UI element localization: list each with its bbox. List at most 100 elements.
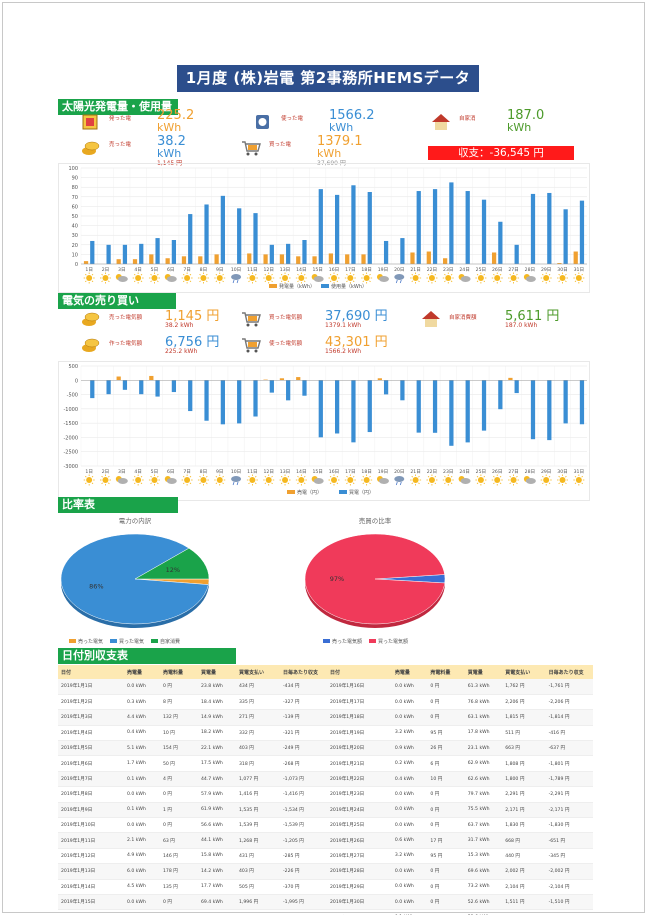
table-row: 2019年1月29日 0.0 kWh 0 円 73.2 kWh 2,104 円 -2,10… [327, 879, 593, 895]
table-row: 2019年1月17日 0.0 kWh 0 円 76.8 kWh 2,206 円 -2,20… [327, 694, 593, 711]
table-cell: 10 円 [427, 771, 465, 788]
y-tick-label: 20 [72, 243, 78, 249]
cloud-icon [115, 274, 128, 282]
x-tick-label: 25日 [476, 469, 486, 475]
table-cell: 178 円 [160, 863, 198, 880]
table-cell: 3 円 [427, 909, 465, 915]
table-row: 2019年1月8日 0.0 kWh 0 円 57.9 kWh 1,416 円 -1,416… [58, 786, 328, 803]
y-tick-label: -2500 [63, 450, 78, 456]
table-cell: 4 円 [160, 771, 198, 788]
table-cell: 0.0 kWh [391, 894, 428, 911]
x-tick-label: 13日 [280, 469, 290, 475]
sun-icon [197, 474, 209, 486]
y-tick-label: -3000 [63, 464, 78, 470]
table-cell: 2019年1月25日 [327, 817, 392, 834]
table-cell: 0.1 kWh [124, 802, 160, 819]
x-tick-label: 6日 [167, 469, 175, 475]
table-cell: 2.1 kWh [124, 832, 160, 849]
x-tick-label: 22日 [427, 469, 437, 475]
x-tick-label: 19日 [378, 469, 388, 475]
table-cell: 0.6 kWh [391, 832, 428, 849]
column-header: 売電料量 [427, 665, 465, 679]
table-cell: -1,539 円 [280, 817, 328, 834]
table-cell: 0 円 [160, 817, 198, 834]
bar-blue [188, 214, 193, 264]
daily-energy-chart: 0 10 20 30 40 50 60 70 80 90 100 1日 2日 3日 4日 5日 6日 7日 8日 9日… [58, 163, 590, 293]
sun-icon [246, 474, 258, 486]
coins-icon [81, 310, 101, 328]
table-cell: 95 円 [427, 848, 465, 865]
table-cell: 52.6 kWh [464, 894, 503, 911]
legend-swatch [151, 639, 158, 643]
kpi-label: 発った電 [109, 116, 132, 122]
table-cell: 2019年1月5日 [58, 740, 124, 757]
table-cell: 61.9 kWh [198, 802, 236, 819]
legend-swatch [287, 490, 295, 494]
sun-icon [328, 272, 340, 284]
table-cell: -637 円 [545, 740, 593, 757]
bar-blue [220, 380, 225, 425]
table-cell: 146 円 [160, 848, 198, 865]
table-cell: 0 円 [160, 679, 198, 695]
x-tick-label: 7日 [183, 469, 191, 475]
table-cell: -1,535 円 [545, 909, 593, 915]
table-cell: 1,830 円 [502, 817, 546, 834]
bar-blue [335, 380, 340, 434]
x-tick-label: 27日 [508, 267, 518, 273]
table-cell: 26 円 [427, 740, 465, 757]
table-cell: 0 円 [160, 894, 198, 911]
table-cell: 2019年1月3日 [58, 709, 124, 726]
table-cell: 3.2 kWh [391, 848, 428, 865]
legend-swatch [369, 639, 376, 643]
sun-icon [295, 474, 307, 486]
sun-icon [344, 272, 356, 284]
trade-kpi-2: 自家消費額 5,611 円 187.0 kWh [421, 310, 591, 338]
kpi-value: 1,145 円 [165, 309, 220, 324]
sun-icon [410, 272, 422, 284]
pie-slice-label: 97% [330, 575, 344, 583]
kpi-unit: kWh [507, 121, 532, 134]
table-cell: 95 円 [427, 725, 465, 742]
table-cell: 0.0 kWh [124, 679, 160, 695]
bar-blue [563, 380, 568, 424]
table-row: 2019年1月23日 0.0 kWh 0 円 79.7 kWh 2,291 円 -2,29… [327, 786, 593, 803]
x-tick-label: 13日 [280, 267, 290, 273]
table-cell: 2019年1月21日 [327, 755, 392, 772]
legend-label: 買電（円） [349, 490, 374, 496]
kpi-unit: kWh [157, 147, 182, 160]
bar-blue [481, 380, 487, 431]
sun-icon [279, 474, 291, 486]
x-tick-label: 24日 [459, 469, 469, 475]
sun-icon [181, 474, 193, 486]
table-cell: 50 円 [160, 755, 198, 772]
meter-icon [256, 115, 269, 129]
x-tick-label: 10日 [231, 469, 241, 475]
table-cell: 403 円 [236, 863, 280, 880]
bar-blue [563, 209, 568, 264]
kpi-value: 38.2 [157, 134, 186, 149]
table-cell: 332 円 [236, 725, 280, 742]
bar-blue [204, 380, 209, 421]
y-tick-label: 0 [75, 262, 78, 268]
y-tick-label: 10 [72, 252, 78, 258]
table-cell: 0.3 kWh [124, 694, 160, 711]
sun-icon [491, 474, 503, 486]
table-cell: 63 円 [160, 832, 198, 849]
x-tick-label: 21日 [410, 469, 420, 475]
bar-blue [237, 380, 242, 424]
sun-icon [197, 272, 209, 284]
kpi-sub: 1566.2 kWh [325, 348, 362, 355]
table-cell: 2019年1月28日 [327, 863, 392, 880]
table-cell: 2019年1月17日 [327, 694, 392, 711]
bar-orange [296, 377, 301, 381]
bar-blue [367, 380, 372, 433]
table-cell: -268 円 [280, 755, 328, 772]
bar-blue [432, 380, 438, 433]
x-tick-label: 27日 [508, 469, 518, 475]
table-row: 2019年1月1日 0.0 kWh 0 円 23.8 kWh 434 円 -434 円 [58, 679, 328, 695]
bar-orange [214, 254, 219, 264]
x-tick-label: 10日 [231, 267, 241, 273]
bar-blue [481, 199, 487, 264]
bar-blue [171, 240, 177, 264]
table-cell: 0 円 [427, 879, 465, 895]
